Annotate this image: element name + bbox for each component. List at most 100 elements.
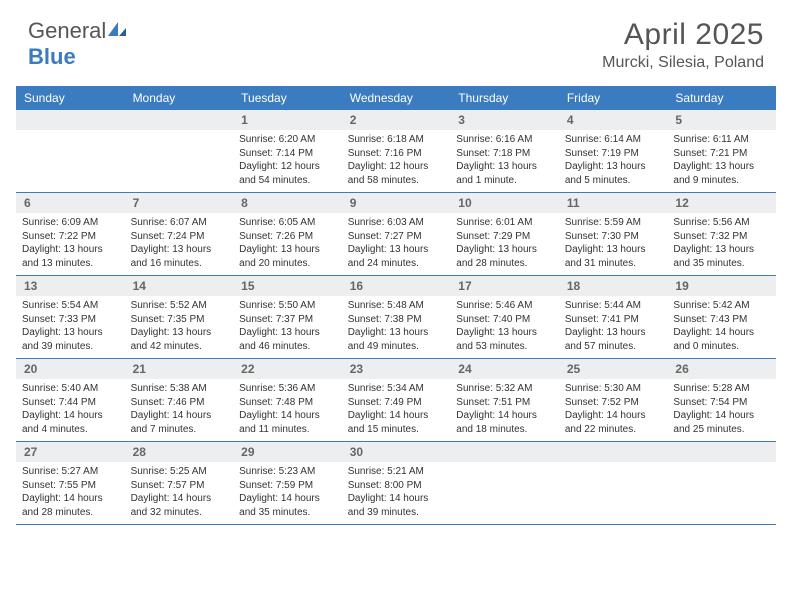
day-number: 26 xyxy=(667,359,776,379)
sunset-line: Sunset: 7:26 PM xyxy=(239,230,336,244)
day-cell xyxy=(667,442,776,524)
day-cell: 28Sunrise: 5:25 AMSunset: 7:57 PMDayligh… xyxy=(125,442,234,524)
day-body: Sunrise: 6:09 AMSunset: 7:22 PMDaylight:… xyxy=(16,213,125,274)
day-number: 9 xyxy=(342,193,451,213)
sunrise-line: Sunrise: 5:32 AM xyxy=(456,382,553,396)
daylight-line: Daylight: 13 hours and 57 minutes. xyxy=(565,326,662,353)
sunrise-line: Sunrise: 6:16 AM xyxy=(456,133,553,147)
sunrise-line: Sunrise: 6:03 AM xyxy=(348,216,445,230)
day-body: Sunrise: 5:21 AMSunset: 8:00 PMDaylight:… xyxy=(342,462,451,523)
sunset-line: Sunset: 7:54 PM xyxy=(673,396,770,410)
day-number: 5 xyxy=(667,110,776,130)
daylight-line: Daylight: 14 hours and 4 minutes. xyxy=(22,409,119,436)
sunrise-line: Sunrise: 5:25 AM xyxy=(131,465,228,479)
day-cell: 6Sunrise: 6:09 AMSunset: 7:22 PMDaylight… xyxy=(16,193,125,275)
sunset-line: Sunset: 7:41 PM xyxy=(565,313,662,327)
daylight-line: Daylight: 14 hours and 39 minutes. xyxy=(348,492,445,519)
day-cell: 22Sunrise: 5:36 AMSunset: 7:48 PMDayligh… xyxy=(233,359,342,441)
sunset-line: Sunset: 7:38 PM xyxy=(348,313,445,327)
sunrise-line: Sunrise: 6:20 AM xyxy=(239,133,336,147)
day-number: 3 xyxy=(450,110,559,130)
sunrise-line: Sunrise: 6:07 AM xyxy=(131,216,228,230)
daylight-line: Daylight: 13 hours and 13 minutes. xyxy=(22,243,119,270)
sunrise-line: Sunrise: 6:09 AM xyxy=(22,216,119,230)
sunrise-line: Sunrise: 5:54 AM xyxy=(22,299,119,313)
sunset-line: Sunset: 7:57 PM xyxy=(131,479,228,493)
daylight-line: Daylight: 14 hours and 11 minutes. xyxy=(239,409,336,436)
daylight-line: Daylight: 12 hours and 58 minutes. xyxy=(348,160,445,187)
day-number: 29 xyxy=(233,442,342,462)
sunset-line: Sunset: 8:00 PM xyxy=(348,479,445,493)
day-number: 14 xyxy=(125,276,234,296)
sunset-line: Sunset: 7:18 PM xyxy=(456,147,553,161)
daylight-line: Daylight: 14 hours and 7 minutes. xyxy=(131,409,228,436)
weekday-sunday: Sunday xyxy=(16,86,125,110)
sunset-line: Sunset: 7:22 PM xyxy=(22,230,119,244)
sunset-line: Sunset: 7:51 PM xyxy=(456,396,553,410)
sunset-line: Sunset: 7:59 PM xyxy=(239,479,336,493)
day-number: 12 xyxy=(667,193,776,213)
day-body: Sunrise: 5:44 AMSunset: 7:41 PMDaylight:… xyxy=(559,296,668,357)
day-number: 7 xyxy=(125,193,234,213)
sunrise-line: Sunrise: 5:28 AM xyxy=(673,382,770,396)
sunrise-line: Sunrise: 6:14 AM xyxy=(565,133,662,147)
day-number: 28 xyxy=(125,442,234,462)
day-number: 18 xyxy=(559,276,668,296)
sunrise-line: Sunrise: 5:50 AM xyxy=(239,299,336,313)
day-cell: 30Sunrise: 5:21 AMSunset: 8:00 PMDayligh… xyxy=(342,442,451,524)
day-number xyxy=(450,442,559,462)
daylight-line: Daylight: 13 hours and 39 minutes. xyxy=(22,326,119,353)
day-cell: 20Sunrise: 5:40 AMSunset: 7:44 PMDayligh… xyxy=(16,359,125,441)
day-body: Sunrise: 5:36 AMSunset: 7:48 PMDaylight:… xyxy=(233,379,342,440)
day-cell: 23Sunrise: 5:34 AMSunset: 7:49 PMDayligh… xyxy=(342,359,451,441)
day-number: 23 xyxy=(342,359,451,379)
logo-text: GeneralBlue xyxy=(28,18,128,70)
day-cell xyxy=(16,110,125,192)
sunset-line: Sunset: 7:35 PM xyxy=(131,313,228,327)
location: Murcki, Silesia, Poland xyxy=(602,54,764,72)
daylight-line: Daylight: 14 hours and 35 minutes. xyxy=(239,492,336,519)
day-cell: 25Sunrise: 5:30 AMSunset: 7:52 PMDayligh… xyxy=(559,359,668,441)
day-cell: 12Sunrise: 5:56 AMSunset: 7:32 PMDayligh… xyxy=(667,193,776,275)
sunset-line: Sunset: 7:44 PM xyxy=(22,396,119,410)
day-body: Sunrise: 5:34 AMSunset: 7:49 PMDaylight:… xyxy=(342,379,451,440)
daylight-line: Daylight: 12 hours and 54 minutes. xyxy=(239,160,336,187)
day-cell: 17Sunrise: 5:46 AMSunset: 7:40 PMDayligh… xyxy=(450,276,559,358)
week-row: 1Sunrise: 6:20 AMSunset: 7:14 PMDaylight… xyxy=(16,110,776,193)
daylight-line: Daylight: 14 hours and 18 minutes. xyxy=(456,409,553,436)
day-body: Sunrise: 6:18 AMSunset: 7:16 PMDaylight:… xyxy=(342,130,451,191)
day-number: 6 xyxy=(16,193,125,213)
day-cell: 18Sunrise: 5:44 AMSunset: 7:41 PMDayligh… xyxy=(559,276,668,358)
calendar: Sunday Monday Tuesday Wednesday Thursday… xyxy=(16,86,776,525)
weekday-header: Sunday Monday Tuesday Wednesday Thursday… xyxy=(16,86,776,110)
day-number: 13 xyxy=(16,276,125,296)
day-number xyxy=(667,442,776,462)
day-cell: 9Sunrise: 6:03 AMSunset: 7:27 PMDaylight… xyxy=(342,193,451,275)
day-cell: 21Sunrise: 5:38 AMSunset: 7:46 PMDayligh… xyxy=(125,359,234,441)
day-number xyxy=(16,110,125,130)
day-number: 21 xyxy=(125,359,234,379)
sunset-line: Sunset: 7:19 PM xyxy=(565,147,662,161)
day-number: 22 xyxy=(233,359,342,379)
day-number: 11 xyxy=(559,193,668,213)
daylight-line: Daylight: 13 hours and 9 minutes. xyxy=(673,160,770,187)
sunset-line: Sunset: 7:48 PM xyxy=(239,396,336,410)
day-body: Sunrise: 6:01 AMSunset: 7:29 PMDaylight:… xyxy=(450,213,559,274)
logo-sail-icon xyxy=(106,18,128,44)
day-cell: 26Sunrise: 5:28 AMSunset: 7:54 PMDayligh… xyxy=(667,359,776,441)
logo-part1: General xyxy=(28,18,106,43)
day-body: Sunrise: 5:27 AMSunset: 7:55 PMDaylight:… xyxy=(16,462,125,523)
day-body: Sunrise: 5:40 AMSunset: 7:44 PMDaylight:… xyxy=(16,379,125,440)
week-row: 6Sunrise: 6:09 AMSunset: 7:22 PMDaylight… xyxy=(16,193,776,276)
day-number: 19 xyxy=(667,276,776,296)
sunrise-line: Sunrise: 5:21 AM xyxy=(348,465,445,479)
logo-part2: Blue xyxy=(28,44,76,69)
daylight-line: Daylight: 13 hours and 28 minutes. xyxy=(456,243,553,270)
daylight-line: Daylight: 13 hours and 46 minutes. xyxy=(239,326,336,353)
day-body: Sunrise: 5:30 AMSunset: 7:52 PMDaylight:… xyxy=(559,379,668,440)
sunset-line: Sunset: 7:33 PM xyxy=(22,313,119,327)
day-body: Sunrise: 5:54 AMSunset: 7:33 PMDaylight:… xyxy=(16,296,125,357)
daylight-line: Daylight: 13 hours and 5 minutes. xyxy=(565,160,662,187)
day-number: 15 xyxy=(233,276,342,296)
day-number: 20 xyxy=(16,359,125,379)
